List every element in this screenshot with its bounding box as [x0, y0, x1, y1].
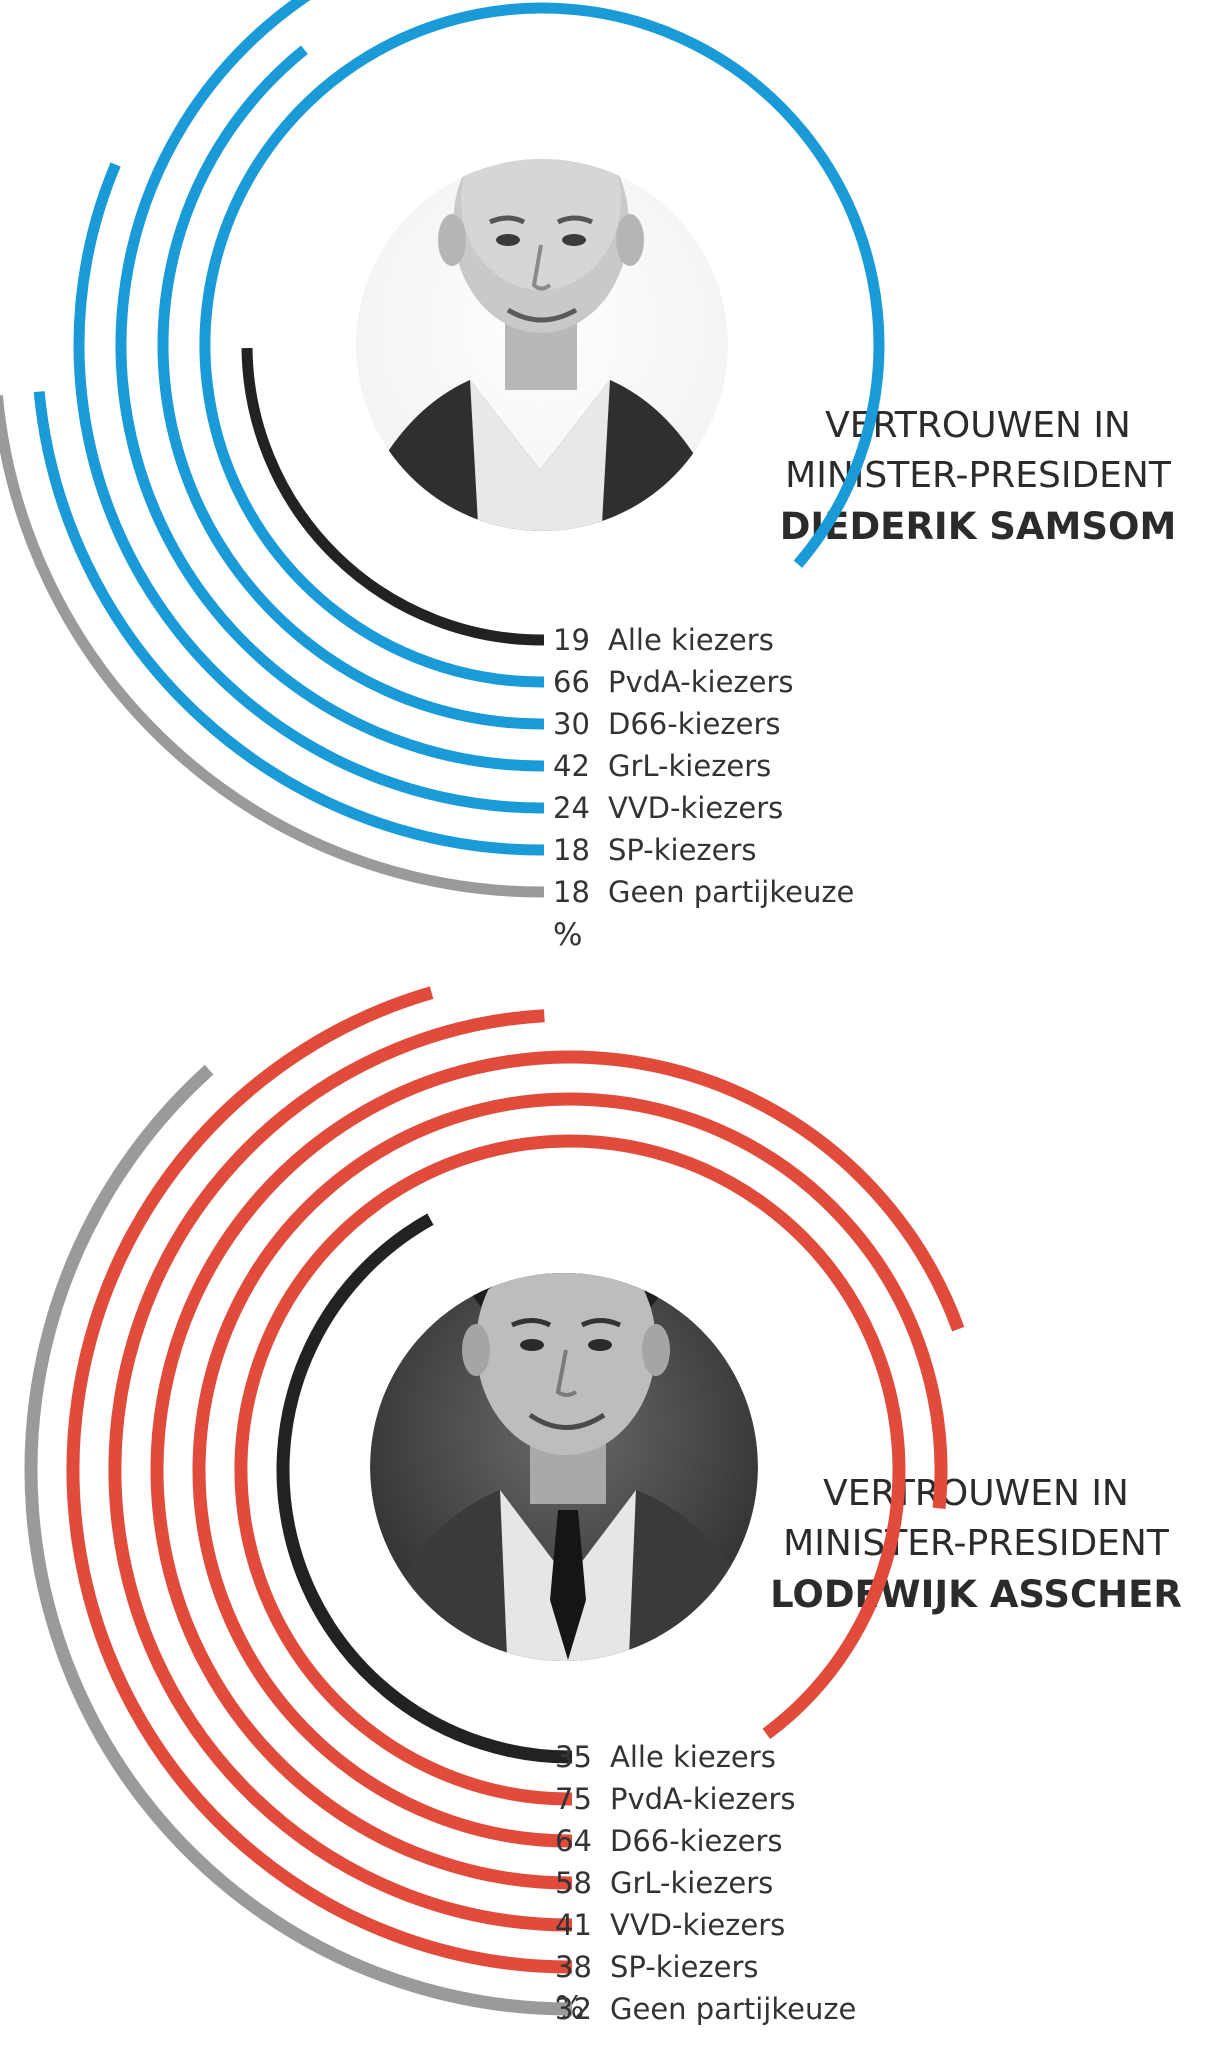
- value-label-geen-partijkeuze: 18: [553, 875, 590, 909]
- arc-geen-partijkeuze: [0, 394, 545, 898]
- arc-pvda-kiezers: [234, 1134, 906, 1806]
- portrait-photo-icon: [356, 159, 728, 531]
- value-label-pvda-kiezers: 75: [555, 1782, 592, 1816]
- chart-2-arcs: [24, 986, 965, 2016]
- arc-grl-kiezers: [150, 1050, 965, 1890]
- arc-vvd-kiezers: [108, 1009, 573, 1932]
- category-label-grl-kiezers: GrL-kiezers: [610, 1866, 773, 1900]
- value-label-alle-kiezers: 19: [553, 623, 590, 657]
- chart-2: VERTROUWEN IN MINISTER-PRESIDENT LODEWIJ…: [24, 986, 1182, 2026]
- value-label-pvda-kiezers: 66: [553, 665, 590, 699]
- value-label-grl-kiezers: 42: [553, 749, 590, 783]
- chart-2-title-line1: VERTROUWEN IN: [823, 1473, 1129, 1514]
- arc-sp-kiezers: [33, 391, 545, 856]
- arc-pvda-kiezers: [199, 2, 885, 688]
- category-label-vvd-kiezers: VVD-kiezers: [610, 1908, 785, 1942]
- chart-2-labels: 35 Alle kiezers 75 PvdA-kiezers 64 D66-kiezer…: [555, 1740, 856, 2026]
- arc-vvd-kiezers: [73, 162, 545, 814]
- value-label-sp-kiezers: 38: [555, 1950, 592, 1984]
- arc-alle-kiezers: [241, 347, 545, 646]
- category-label-alle-kiezers: Alle kiezers: [608, 623, 774, 657]
- value-label-d66-kiezers: 64: [555, 1824, 592, 1858]
- category-label-d66-kiezers: D66-kiezers: [608, 707, 781, 741]
- chart-1-arcs: [0, 0, 885, 898]
- category-label-sp-kiezers: SP-kiezers: [610, 1950, 759, 1984]
- category-label-geen-partijkeuze: Geen partijkeuze: [608, 875, 854, 909]
- category-label-d66-kiezers: D66-kiezers: [610, 1824, 783, 1858]
- arc-sp-kiezers: [66, 986, 573, 1974]
- value-label-geen-partijkeuze: 32: [555, 1992, 592, 2026]
- value-label-vvd-kiezers: 41: [555, 1908, 592, 1942]
- category-label-geen-partijkeuze: Geen partijkeuze: [610, 1992, 856, 2026]
- value-label-vvd-kiezers: 24: [553, 791, 590, 825]
- chart-1: VERTROUWEN IN MINISTER-PRESIDENT DIEDERI…: [0, 0, 1176, 953]
- arc-geen-partijkeuze: [24, 1064, 573, 2016]
- arc-alle-kiezers: [276, 1213, 573, 1764]
- chart-1-title-name: DIEDERIK SAMSOM: [780, 505, 1177, 548]
- chart-1-unit: %: [553, 917, 582, 953]
- category-label-pvda-kiezers: PvdA-kiezers: [608, 665, 794, 699]
- arc-d66-kiezers: [157, 45, 545, 730]
- chart-2-title-name: LODEWIJK ASSCHER: [770, 1573, 1182, 1616]
- chart-2-title-line2: MINISTER-PRESIDENT: [783, 1523, 1170, 1564]
- portrait-photo-icon: [370, 1273, 758, 1661]
- chart-1-labels: 19 Alle kiezers 66 PvdA-kiezers 30 D66-kiezer…: [553, 623, 854, 909]
- value-label-sp-kiezers: 18: [553, 833, 590, 867]
- arc-grl-kiezers: [115, 0, 545, 772]
- arc-d66-kiezers: [192, 1092, 948, 1848]
- category-label-alle-kiezers: Alle kiezers: [610, 1740, 776, 1774]
- value-label-grl-kiezers: 58: [555, 1866, 592, 1900]
- value-label-d66-kiezers: 30: [553, 707, 590, 741]
- category-label-vvd-kiezers: VVD-kiezers: [608, 791, 783, 825]
- value-label-alle-kiezers: 35: [555, 1740, 592, 1774]
- category-label-pvda-kiezers: PvdA-kiezers: [610, 1782, 796, 1816]
- category-label-grl-kiezers: GrL-kiezers: [608, 749, 771, 783]
- category-label-sp-kiezers: SP-kiezers: [608, 833, 757, 867]
